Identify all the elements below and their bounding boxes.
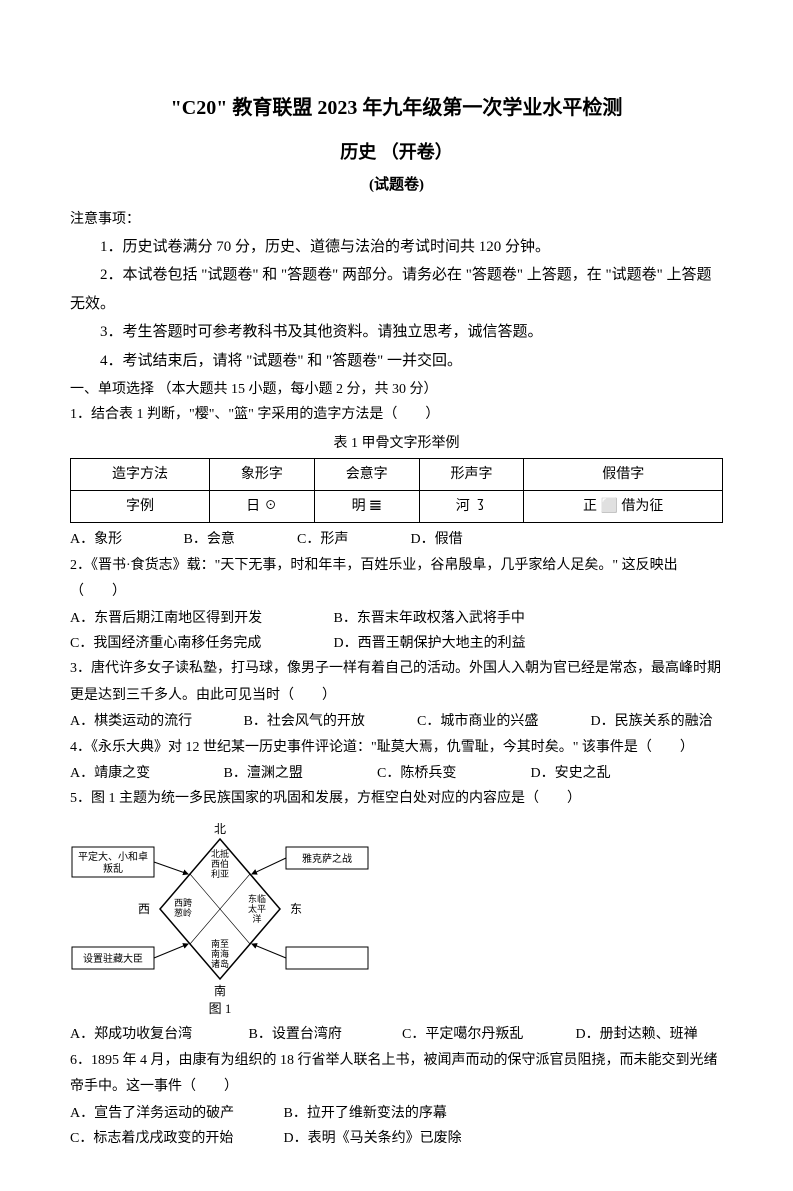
opt-d: D．西晋王朝保护大地主的利益 [334, 631, 526, 656]
svg-text:洋: 洋 [252, 913, 261, 924]
opt-b: B．社会风气的开放 [244, 709, 414, 734]
notice-item: 2．本试卷包括 "试题卷" 和 "答题卷" 两部分。请务必在 "答题卷" 上答题… [70, 261, 723, 318]
notice-heading: 注意事项： [70, 207, 723, 232]
opt-d: D．册封达赖、班禅 [576, 1022, 698, 1047]
question-5-options: A．郑成功收复台湾 B．设置台湾府 C．平定噶尔丹叛乱 D．册封达赖、班禅 [70, 1022, 723, 1047]
th-ideograph: 会意字 [314, 459, 419, 491]
question-2-stem: 2．《晋书·食货志》载："天下无事，时和年丰，百姓乐业，谷帛殷阜，几乎家给人足矣… [70, 553, 723, 606]
opt-a: A．东晋后期江南地区得到开发 [70, 606, 330, 631]
notice-item: 1．历史试卷满分 70 分，历史、道德与法治的考试时间共 120 分钟。 [70, 233, 723, 262]
dir-south: 南 [214, 983, 226, 998]
opt-d: D．民族关系的融洽 [591, 709, 713, 734]
opt-b: B．东晋末年政权落入武将手中 [334, 606, 525, 631]
svg-text:东临: 东临 [248, 893, 266, 904]
opt-b: B．设置台湾府 [249, 1022, 399, 1047]
opt-c: C．平定噶尔丹叛乱 [402, 1022, 572, 1047]
svg-text:叛乱: 叛乱 [103, 862, 123, 875]
opt-c: C．标志着戊戌政变的开始 [70, 1126, 280, 1151]
opt-c: C．陈桥兵变 [377, 761, 527, 786]
opt-b: B．会意 [184, 527, 294, 552]
oracle-table: 造字方法 象形字 会意字 形声字 假借字 字例 日 ☉ 明 𝌆 河 ㇌ 正 ⬜ … [70, 458, 723, 523]
opt-d: D．安史之乱 [531, 761, 611, 786]
section-heading: 一、单项选择 （本大题共 15 小题，每小题 2 分，共 30 分） [70, 377, 723, 402]
notice-item: 3．考生答题时可参考教科书及其他资料。请独立思考，诚信答题。 [70, 318, 723, 347]
table-caption: 表 1 甲骨文字形举例 [70, 431, 723, 456]
question-6-stem: 6．1895 年 4 月，由康有为组织的 18 行省举人联名上书，被闻声而动的保… [70, 1048, 723, 1101]
figure-1-diagram: 北 南 西 东 北抵 西伯 利亚 西跨 葱岭 东临 太平 洋 南至 南海 诸岛 … [70, 819, 370, 1020]
paper-label: (试题卷) [70, 172, 723, 199]
question-1-stem: 1．结合表 1 判断，"樱"、"篮" 字采用的造字方法是（ ） [70, 402, 723, 429]
question-4-options: A．靖康之变 B．澶渊之盟 C．陈桥兵变 D．安史之乱 [70, 761, 723, 786]
opt-a: A．象形 [70, 527, 180, 552]
svg-text:南海: 南海 [211, 948, 229, 959]
svg-text:南至: 南至 [211, 938, 229, 949]
opt-b: B．拉开了维新变法的序幕 [284, 1101, 447, 1126]
opt-a: A．棋类运动的流行 [70, 709, 240, 734]
question-2-options: A．东晋后期江南地区得到开发 B．东晋末年政权落入武将手中 C．我国经济重心南移… [70, 606, 723, 656]
main-title: "C20" 教育联盟 2023 年九年级第一次学业水平检测 [70, 90, 723, 126]
dir-west: 西 [138, 902, 150, 916]
question-5-stem: 5．图 1 主题为统一多民族国家的巩固和发展，方框空白处对应的内容应是（ ） [70, 786, 723, 813]
opt-a: A．靖康之变 [70, 761, 220, 786]
dir-north: 北 [214, 822, 226, 836]
td-row-label: 字例 [71, 491, 210, 523]
question-1-options: A．象形 B．会意 C．形声 D．假借 [70, 527, 723, 552]
question-3-options: A．棋类运动的流行 B．社会风气的开放 C．城市商业的兴盛 D．民族关系的融洽 [70, 709, 723, 734]
opt-a: A．郑成功收复台湾 [70, 1022, 245, 1047]
svg-text:北抵: 北抵 [211, 848, 229, 859]
opt-d: D．假借 [411, 527, 521, 552]
td-cell: 明 𝌆 [314, 491, 419, 523]
opt-d: D．表明《马关条约》已废除 [284, 1126, 462, 1151]
svg-text:西伯: 西伯 [211, 858, 229, 869]
svg-text:雅克萨之战: 雅克萨之战 [302, 852, 352, 865]
opt-a: A．宣告了洋务运动的破产 [70, 1101, 280, 1126]
td-cell: 正 ⬜ 借为征 [524, 491, 723, 523]
opt-c: C．我国经济重心南移任务完成 [70, 631, 330, 656]
th-method: 造字方法 [71, 459, 210, 491]
opt-b: B．澶渊之盟 [224, 761, 374, 786]
notice-item: 4．考试结束后，请将 "试题卷" 和 "答题卷" 一并交回。 [70, 347, 723, 376]
svg-text:西跨: 西跨 [174, 898, 192, 908]
question-4-stem: 4．《永乐大典》对 12 世纪某一历史事件评论道："耻莫大焉，仇雪耻，今其时矣。… [70, 735, 723, 762]
svg-text:平定大、小和卓: 平定大、小和卓 [78, 850, 148, 863]
svg-text:设置驻藏大臣: 设置驻藏大臣 [83, 952, 143, 965]
th-phonosemantic: 形声字 [419, 459, 524, 491]
svg-text:诸岛: 诸岛 [211, 958, 229, 969]
figure-caption: 图 1 [190, 997, 250, 1020]
th-loan: 假借字 [524, 459, 723, 491]
question-3-stem: 3．唐代许多女子读私塾，打马球，像男子一样有着自己的活动。外国人入朝为官已经是常… [70, 656, 723, 709]
td-cell: 河 ㇌ [419, 491, 524, 523]
dir-east: 东 [290, 902, 302, 916]
svg-text:利亚: 利亚 [211, 868, 229, 879]
opt-c: C．城市商业的兴盛 [417, 709, 587, 734]
subject-title: 历史 （开卷） [70, 136, 723, 168]
opt-c: C．形声 [297, 527, 407, 552]
th-pictograph: 象形字 [209, 459, 314, 491]
svg-text:太平: 太平 [248, 903, 266, 914]
svg-text:葱岭: 葱岭 [174, 907, 192, 918]
question-6-options: A．宣告了洋务运动的破产 B．拉开了维新变法的序幕 C．标志着戊戌政变的开始 D… [70, 1101, 723, 1151]
td-cell: 日 ☉ [209, 491, 314, 523]
